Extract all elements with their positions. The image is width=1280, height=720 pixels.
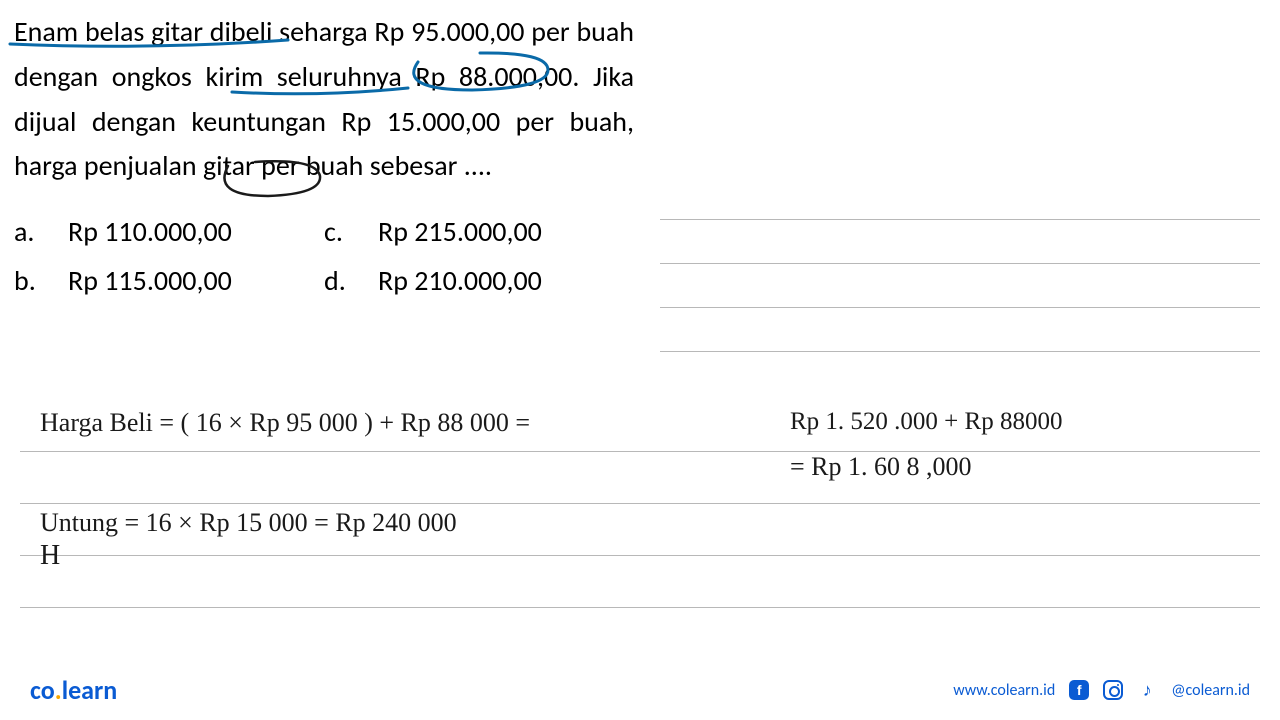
handwriting-line-1: Harga Beli = ( 16 × Rp 95 000 ) + Rp 88 … <box>40 408 530 438</box>
logo-co: co <box>30 674 55 706</box>
handwriting-line-4: H <box>40 540 60 572</box>
option-a: a. Rp 110.000,00 <box>14 207 324 256</box>
logo: co.learn <box>30 674 117 706</box>
option-c-value: Rp 215.000,00 <box>378 207 542 256</box>
footer-url: www.colearn.id <box>953 681 1055 700</box>
option-row-2: b. Rp 115.000,00 d. Rp 210.000,00 <box>14 256 634 305</box>
handwriting-line-1b: Rp 1. 520 .000 + Rp 88000 <box>790 408 1062 436</box>
footer-handle: @colearn.id <box>1171 681 1250 700</box>
question-text: Enam belas gitar dibeli seharga Rp 95.00… <box>14 10 634 189</box>
option-a-label: a. <box>14 207 68 256</box>
instagram-icon <box>1103 680 1123 700</box>
facebook-icon: f <box>1069 680 1089 700</box>
question-block: Enam belas gitar dibeli seharga Rp 95.00… <box>14 10 634 305</box>
footer: co.learn www.colearn.id f ♪ @colearn.id <box>0 660 1280 720</box>
option-d: d. Rp 210.000,00 <box>324 256 542 305</box>
option-c-label: c. <box>324 207 378 256</box>
logo-dot-icon: . <box>55 674 62 706</box>
option-b-label: b. <box>14 256 68 305</box>
option-d-value: Rp 210.000,00 <box>378 256 542 305</box>
options-block: a. Rp 110.000,00 c. Rp 215.000,00 b. Rp … <box>14 207 634 305</box>
tiktok-icon: ♪ <box>1137 680 1157 700</box>
handwriting-line-3: Untung = 16 × Rp 15 000 = Rp 240 000 <box>40 508 457 538</box>
ruled-lines-right <box>660 176 1260 352</box>
handwriting-line-2: = Rp 1. 60 8 ,000 <box>790 452 972 482</box>
option-b: b. Rp 115.000,00 <box>14 256 324 305</box>
footer-right: www.colearn.id f ♪ @colearn.id <box>953 680 1250 700</box>
option-d-label: d. <box>324 256 378 305</box>
option-a-value: Rp 110.000,00 <box>68 207 232 256</box>
logo-learn: learn <box>62 674 118 706</box>
option-row-1: a. Rp 110.000,00 c. Rp 215.000,00 <box>14 207 634 256</box>
option-b-value: Rp 115.000,00 <box>68 256 232 305</box>
option-c: c. Rp 215.000,00 <box>324 207 542 256</box>
